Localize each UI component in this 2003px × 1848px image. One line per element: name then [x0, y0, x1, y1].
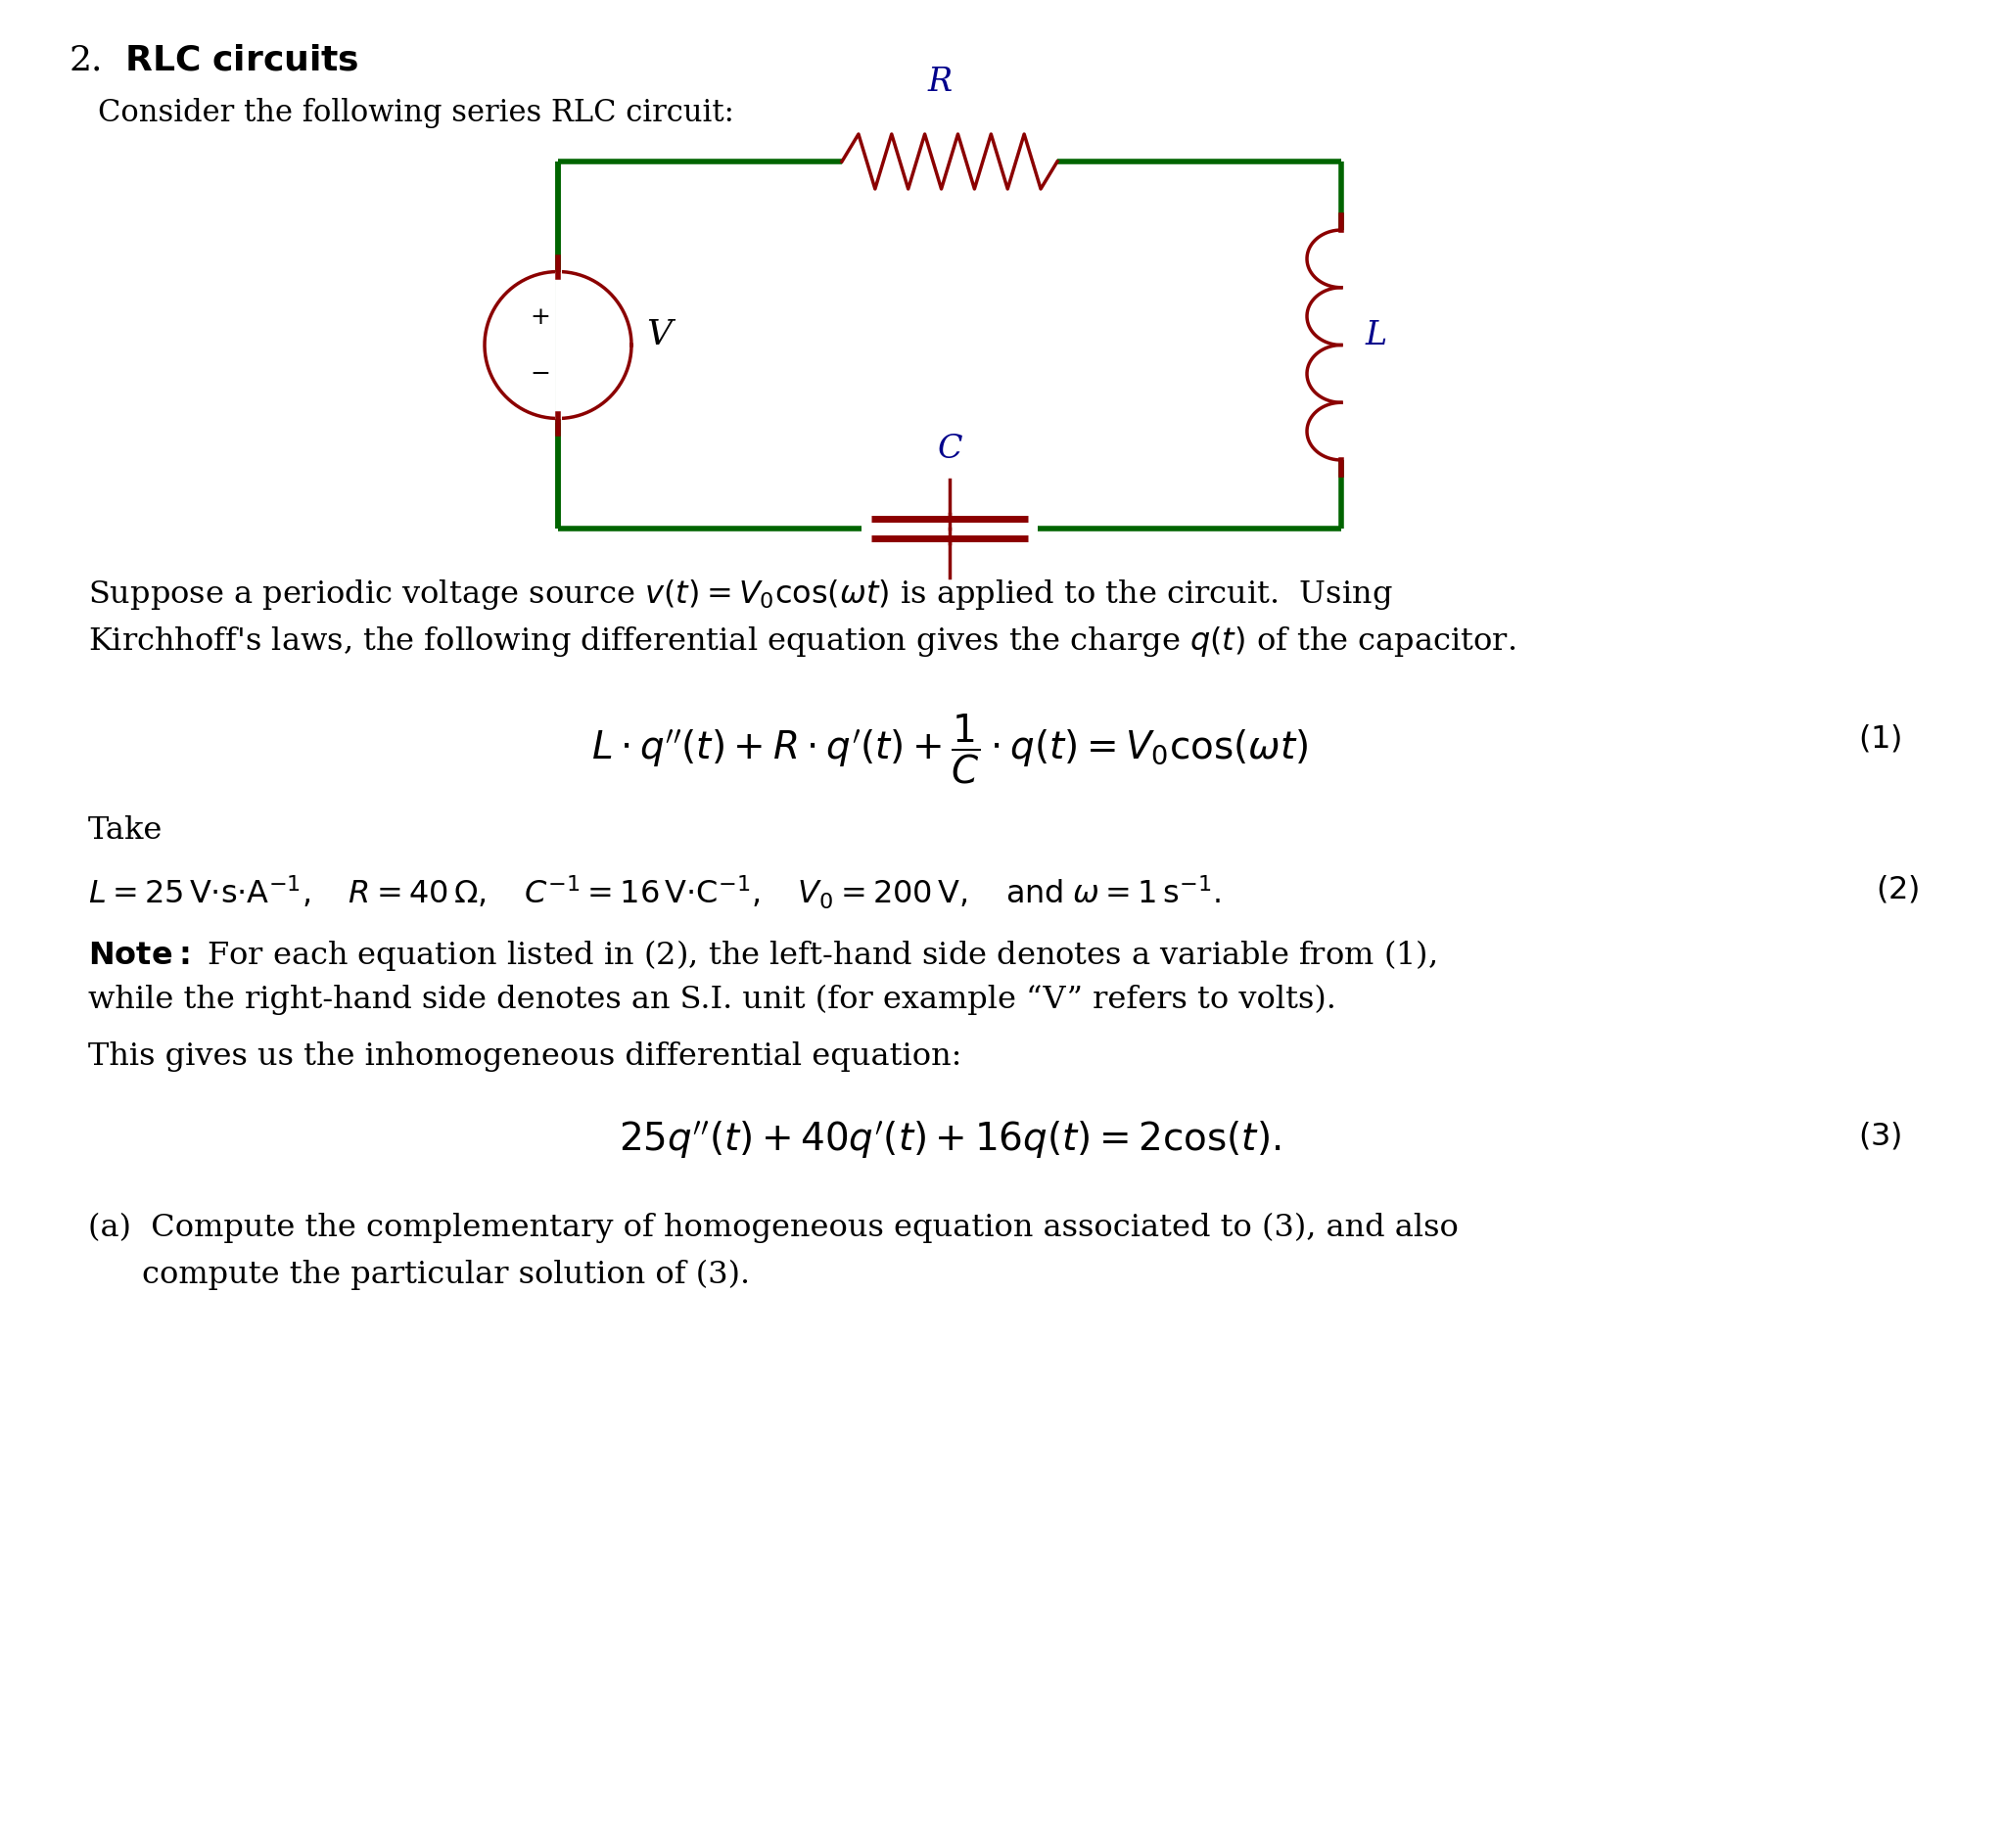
Text: $(3)$: $(3)$: [1859, 1120, 1901, 1151]
Text: $(2)$: $(2)$: [1875, 874, 1919, 906]
Text: L: L: [1366, 320, 1388, 351]
Text: V: V: [647, 318, 671, 351]
Text: Suppose a periodic voltage source $v(t) = V_0\cos(\omega t)$ is applied to the c: Suppose a periodic voltage source $v(t) …: [88, 577, 1392, 612]
Text: C: C: [937, 434, 961, 466]
Text: $L \cdot q''(t) + R \cdot q'(t) + \dfrac{1}{C} \cdot q(t) = V_0 \cos(\omega t)$: $L \cdot q''(t) + R \cdot q'(t) + \dfrac…: [591, 713, 1308, 785]
Text: 2.  $\bf{RLC\ circuits}$: 2. $\bf{RLC\ circuits}$: [68, 44, 359, 78]
Text: This gives us the inhomogeneous differential equation:: This gives us the inhomogeneous differen…: [88, 1042, 961, 1072]
Text: Consider the following series RLC circuit:: Consider the following series RLC circui…: [98, 98, 735, 128]
Text: $L = 25\,\mathrm{V{\cdot}s{\cdot}A^{-1}},\quad R = 40\,\Omega,\quad C^{-1} = 16\: $L = 25\,\mathrm{V{\cdot}s{\cdot}A^{-1}}…: [88, 874, 1220, 911]
Text: Kirchhoff's laws, the following differential equation gives the charge $q(t)$ of: Kirchhoff's laws, the following differen…: [88, 625, 1516, 658]
Text: $\mathbf{Note{:}}$ For each equation listed in (2), the left-hand side denotes a: $\mathbf{Note{:}}$ For each equation lis…: [88, 937, 1436, 972]
Text: while the right-hand side denotes an S.I. unit (for example “V” refers to volts): while the right-hand side denotes an S.I…: [88, 985, 1336, 1015]
Text: $(1)$: $(1)$: [1859, 723, 1901, 754]
Text: +: +: [531, 307, 551, 329]
Text: (a)  Compute the complementary of homogeneous equation associated to (3), and al: (a) Compute the complementary of homogen…: [88, 1212, 1458, 1244]
Text: compute the particular solution of (3).: compute the particular solution of (3).: [142, 1260, 749, 1290]
Text: Take: Take: [88, 815, 162, 846]
Text: R: R: [927, 67, 951, 98]
Text: −: −: [531, 364, 551, 386]
Text: $25q''(t) + 40q'(t) + 16q(t) = 2\cos(t).$: $25q''(t) + 40q'(t) + 16q(t) = 2\cos(t).…: [619, 1120, 1280, 1161]
